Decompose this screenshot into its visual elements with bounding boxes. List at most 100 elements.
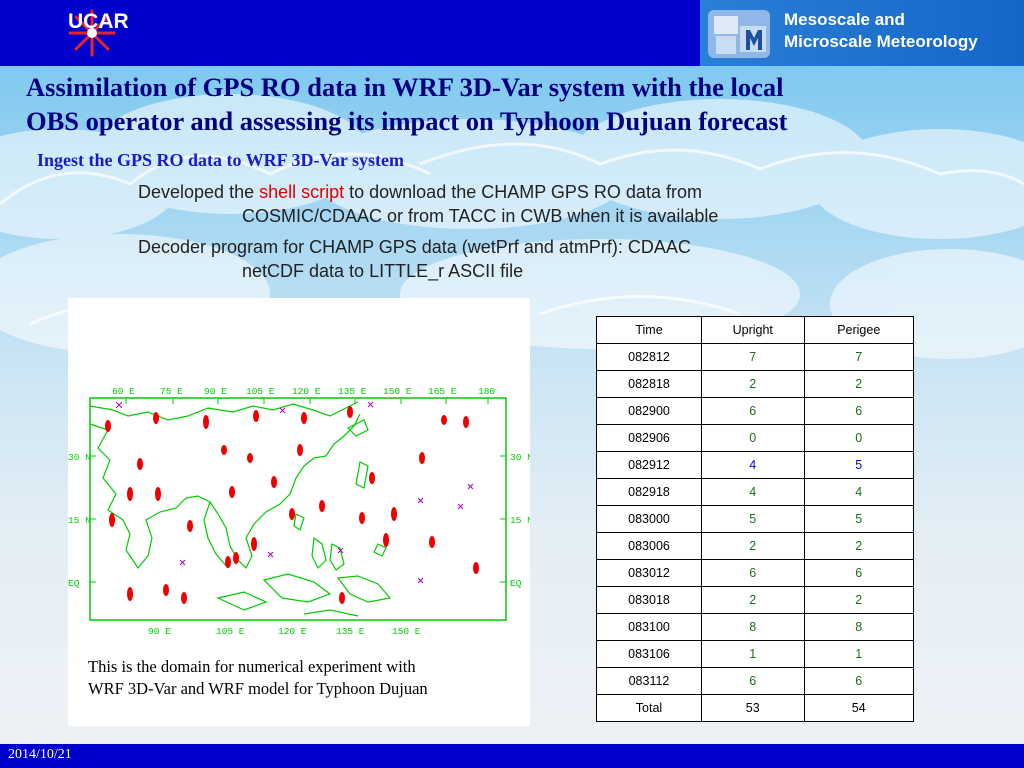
map-bottom-label: 120 E xyxy=(278,626,307,637)
slide-title-line2: OBS operator and assessing its impact on… xyxy=(26,106,788,136)
ucar-star-logo-icon xyxy=(68,9,116,57)
table-row: 082906 0 0 xyxy=(596,424,915,452)
cell-perigee: 1 xyxy=(803,640,915,668)
cell-time: 082912 xyxy=(596,451,702,479)
table-row: 082818 2 2 xyxy=(596,370,915,398)
cell-upright: 1 xyxy=(701,640,805,668)
table-row: 083018 2 2 xyxy=(596,586,915,614)
map-right-label: EQ xyxy=(510,578,522,589)
map-top-label: 165 E xyxy=(428,386,457,397)
map-top-label: 60 E xyxy=(112,386,135,397)
map-domain-border xyxy=(89,397,507,621)
slide-title-line1: Assimilation of GPS RO data in WRF 3D-Va… xyxy=(26,72,784,102)
cell-time: 083112 xyxy=(596,667,702,695)
cell-upright: 4 xyxy=(701,451,805,479)
cell-time: 083106 xyxy=(596,640,702,668)
bullet-1-highlight: shell script xyxy=(259,182,345,202)
table-total-row: Total 53 54 xyxy=(596,694,915,722)
map-bottom-label: 150 E xyxy=(392,626,421,637)
cell-upright: 0 xyxy=(701,424,805,452)
domain-map: 60 E 75 E 90 E 105 E 120 E 135 E 150 E 1… xyxy=(68,386,530,637)
cell-time: 083012 xyxy=(596,559,702,587)
bullet-2-line1: Decoder program for CHAMP GPS data (wetP… xyxy=(138,237,691,257)
map-top-label: 75 E xyxy=(160,386,183,397)
map-right-label: 15 N xyxy=(510,515,530,526)
table-row: 082900 6 6 xyxy=(596,397,915,425)
map-top-label: 180 xyxy=(478,386,495,397)
cell-upright: 6 xyxy=(701,559,805,587)
slide-title: Assimilation of GPS RO data in WRF 3D-Va… xyxy=(26,70,986,138)
map-caption-line2: WRF 3D-Var and WRF model for Typhoon Duj… xyxy=(88,679,428,698)
cell-time: 083000 xyxy=(596,505,702,533)
map-top-label: 105 E xyxy=(246,386,275,397)
cell-time: 082918 xyxy=(596,478,702,506)
cell-time: 083100 xyxy=(596,613,702,641)
cell-time: 083018 xyxy=(596,586,702,614)
bullet-1-post: to download the CHAMP GPS RO data from xyxy=(344,182,702,202)
mmm-logo-icon xyxy=(708,10,770,58)
bullet-1-pre: Developed the xyxy=(138,182,260,202)
cell-perigee: 4 xyxy=(803,478,915,506)
table-row: 083112 6 6 xyxy=(596,667,915,695)
map-top-label: 90 E xyxy=(204,386,227,397)
cell-perigee: 6 xyxy=(803,559,915,587)
division-banner: Mesoscale and Microscale Meteorology xyxy=(700,0,1024,66)
cell-total-label: Total xyxy=(596,694,702,722)
table-row: 083006 2 2 xyxy=(596,532,915,560)
table-row: 083100 8 8 xyxy=(596,613,915,641)
map-top-label: 150 E xyxy=(383,386,412,397)
gps-ro-count-table: Time Upright Perigee 082812 7 7 082818 2 2 0… xyxy=(596,316,915,722)
table-row: 083012 6 6 xyxy=(596,559,915,587)
map-bottom-label: 135 E xyxy=(336,626,365,637)
cell-total-perigee: 54 xyxy=(803,694,915,722)
bullet-2-line2: netCDF data to LITTLE_r ASCII file xyxy=(242,261,524,281)
cell-perigee: 2 xyxy=(803,532,915,560)
map-ticks xyxy=(90,398,506,583)
header-bar: UCAR Mesoscale and Microscale Meteorolog… xyxy=(0,0,1024,66)
gps-ro-observations xyxy=(105,406,479,604)
table-row: 082812 7 7 xyxy=(596,343,915,371)
table-header-row: Time Upright Perigee xyxy=(596,316,915,344)
cell-time: 082812 xyxy=(596,343,702,371)
footer-date: 2014/10/21 xyxy=(8,747,72,762)
cell-perigee: 5 xyxy=(803,451,915,479)
map-bottom-label: 90 E xyxy=(148,626,171,637)
map-top-label: 135 E xyxy=(338,386,367,397)
map-left-label: 15 N xyxy=(68,515,91,526)
cell-upright: 5 xyxy=(701,505,805,533)
cell-time: 082906 xyxy=(596,424,702,452)
cell-upright: 4 xyxy=(701,478,805,506)
division-name-line2: Microscale Meteorology xyxy=(784,32,978,51)
bullet-1-line1: Developed the shell script to download t… xyxy=(138,180,702,204)
cell-perigee: 6 xyxy=(803,667,915,695)
table-row: 082912 4 5 xyxy=(596,451,915,479)
cell-upright: 6 xyxy=(701,397,805,425)
cell-time: 082818 xyxy=(596,370,702,398)
column-header-upright: Upright xyxy=(701,316,805,344)
cell-upright: 6 xyxy=(701,667,805,695)
map-coastlines xyxy=(89,401,392,617)
cell-perigee: 5 xyxy=(803,505,915,533)
table-row: 083106 1 1 xyxy=(596,640,915,668)
cell-perigee: 8 xyxy=(803,613,915,641)
map-top-label: 120 E xyxy=(292,386,321,397)
cell-perigee: 6 xyxy=(803,397,915,425)
cell-time: 082900 xyxy=(596,397,702,425)
cell-perigee: 7 xyxy=(803,343,915,371)
cell-perigee: 2 xyxy=(803,370,915,398)
cell-upright: 2 xyxy=(701,532,805,560)
domain-map-panel: 60 E 75 E 90 E 105 E 120 E 135 E 150 E 1… xyxy=(68,298,530,726)
map-right-label: 30 N xyxy=(510,452,530,463)
map-left-label: EQ xyxy=(68,578,80,589)
division-name-line1: Mesoscale and xyxy=(784,10,905,29)
cell-upright: 2 xyxy=(701,586,805,614)
cell-upright: 7 xyxy=(701,343,805,371)
map-bottom-label: 105 E xyxy=(216,626,245,637)
cell-upright: 2 xyxy=(701,370,805,398)
cell-time: 083006 xyxy=(596,532,702,560)
column-header-time: Time xyxy=(596,316,702,344)
cell-perigee: 2 xyxy=(803,586,915,614)
map-markers xyxy=(115,401,474,584)
cell-upright: 8 xyxy=(701,613,805,641)
ucar-logo-text: UCAR xyxy=(68,10,129,33)
